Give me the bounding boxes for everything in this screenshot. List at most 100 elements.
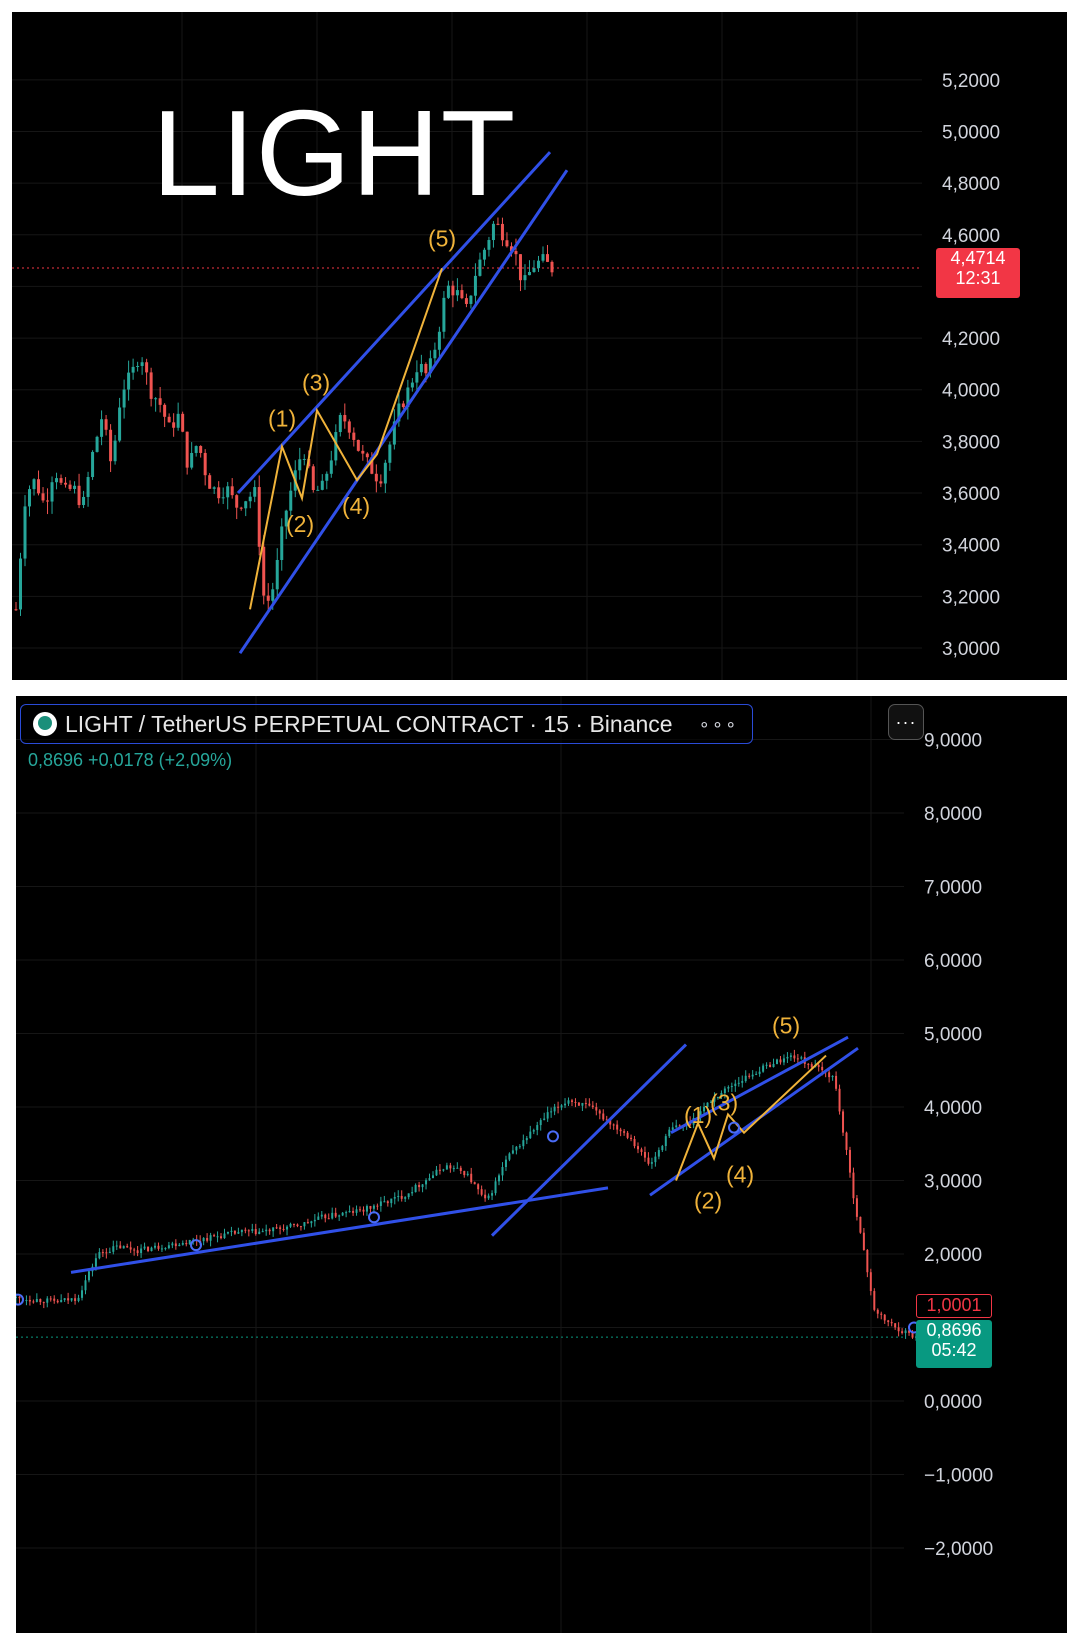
candle-body — [500, 223, 504, 241]
candle-body — [317, 1216, 320, 1220]
wave-label: (3) — [302, 369, 330, 395]
candle-body — [49, 1298, 52, 1300]
candle-body — [789, 1055, 792, 1057]
candle-body — [370, 457, 374, 474]
candle-body — [821, 1066, 824, 1071]
candle-body — [202, 1238, 205, 1242]
candle-body — [557, 1106, 560, 1108]
candle-body — [147, 1246, 150, 1252]
candle-body — [460, 290, 464, 299]
candle-body — [842, 1111, 845, 1133]
bottom-chart-panel: 10,00009,00008,00007,00006,00005,00004,0… — [16, 696, 1067, 1633]
candle-body — [550, 261, 554, 273]
last-price-tag: 4,4714 12:31 — [936, 248, 1020, 298]
wave-label: (4) — [726, 1162, 754, 1188]
candle-body — [706, 1102, 709, 1107]
symbol-logo-icon — [33, 712, 57, 736]
chart-menu-button[interactable]: ··· — [888, 704, 924, 740]
top-chart-canvas: 5,20005,00004,80004,60004,40004,20004,00… — [12, 12, 1000, 680]
symbol-legend[interactable]: LIGHT / TetherUS PERPETUAL CONTRACT · 15… — [20, 704, 754, 744]
bottom-chart-canvas: 10,00009,00008,00007,00006,00005,00004,0… — [16, 696, 993, 1633]
trend-line — [649, 1046, 859, 1197]
candle-body — [101, 1252, 104, 1254]
wave-path — [249, 268, 443, 610]
candle-body — [720, 1093, 723, 1097]
candle-body — [286, 1226, 289, 1230]
candle-body — [167, 416, 171, 423]
candle-body — [782, 1058, 785, 1063]
y-tick-label: 2,0000 — [924, 1245, 982, 1266]
candle-body — [230, 486, 234, 496]
big-title: LIGHT — [152, 85, 517, 221]
candle-body — [464, 298, 468, 304]
candle-body — [331, 1212, 334, 1219]
candle-body — [478, 259, 482, 276]
candle-body — [442, 1169, 445, 1171]
candle-body — [68, 484, 72, 489]
candle-body — [393, 1197, 396, 1199]
candle-body — [171, 1243, 174, 1246]
candle-body — [299, 1226, 302, 1228]
candle-body — [284, 510, 288, 527]
candle-body — [570, 1100, 573, 1102]
candle-body — [41, 493, 45, 501]
candle-body — [60, 1299, 63, 1303]
wave-label: (1) — [684, 1102, 712, 1128]
candle-body — [266, 595, 270, 601]
candle-body — [127, 372, 131, 390]
candle-body — [482, 249, 486, 260]
y-tick-label: 4,8000 — [942, 174, 1000, 195]
candle-body — [880, 1313, 883, 1315]
anchor-marker — [728, 1121, 740, 1134]
candle-body — [873, 1291, 876, 1310]
candle-body — [343, 415, 347, 422]
anchor-marker — [368, 1211, 380, 1224]
candle-body — [737, 1082, 740, 1084]
candle-body — [325, 473, 329, 481]
candle-body — [275, 559, 279, 590]
candle-body — [428, 358, 432, 374]
candle-body — [419, 363, 423, 373]
candle-body — [401, 403, 405, 408]
wave-label: (1) — [268, 406, 296, 432]
candle-body — [16, 1296, 17, 1299]
candle-body — [414, 1184, 417, 1193]
candle-body — [262, 546, 266, 596]
candle-body — [406, 387, 410, 408]
candle-body — [154, 398, 158, 400]
candle-body — [455, 290, 459, 296]
candle-body — [298, 459, 302, 471]
candle-body — [515, 1146, 518, 1151]
y-tick-label: 5,0000 — [924, 1025, 982, 1046]
candle-body — [890, 1322, 893, 1324]
candle-body — [150, 1247, 153, 1252]
candle-body — [23, 506, 27, 559]
candle-body — [491, 1193, 494, 1196]
candle-body — [261, 1231, 264, 1233]
candle-body — [637, 1146, 640, 1150]
candle-body — [466, 1173, 469, 1176]
candle-body — [181, 1242, 184, 1245]
candle-body — [619, 1129, 622, 1132]
candle-body — [543, 1118, 546, 1121]
candle-body — [855, 1198, 858, 1217]
candle-body — [647, 1157, 650, 1164]
candle-body — [163, 404, 167, 417]
wave-label: (2) — [286, 511, 314, 537]
y-tick-label: 5,2000 — [942, 71, 1000, 92]
candle-body — [105, 1252, 108, 1254]
candle-body — [588, 1103, 591, 1106]
candle-body — [390, 1198, 393, 1204]
candle-body — [675, 1125, 678, 1128]
candle-body — [203, 452, 207, 476]
legend-more-icon[interactable]: ∘∘∘ — [698, 713, 739, 734]
candle-body — [553, 1106, 556, 1112]
candle-body — [848, 1149, 851, 1173]
candle-body — [226, 1231, 229, 1234]
candle-body — [352, 1211, 355, 1213]
candle-body — [397, 403, 401, 422]
candle-body — [239, 507, 243, 509]
candle-body — [338, 1215, 341, 1217]
mark-price-tag: 1,0001 — [916, 1294, 992, 1318]
candle-body — [63, 1298, 66, 1300]
